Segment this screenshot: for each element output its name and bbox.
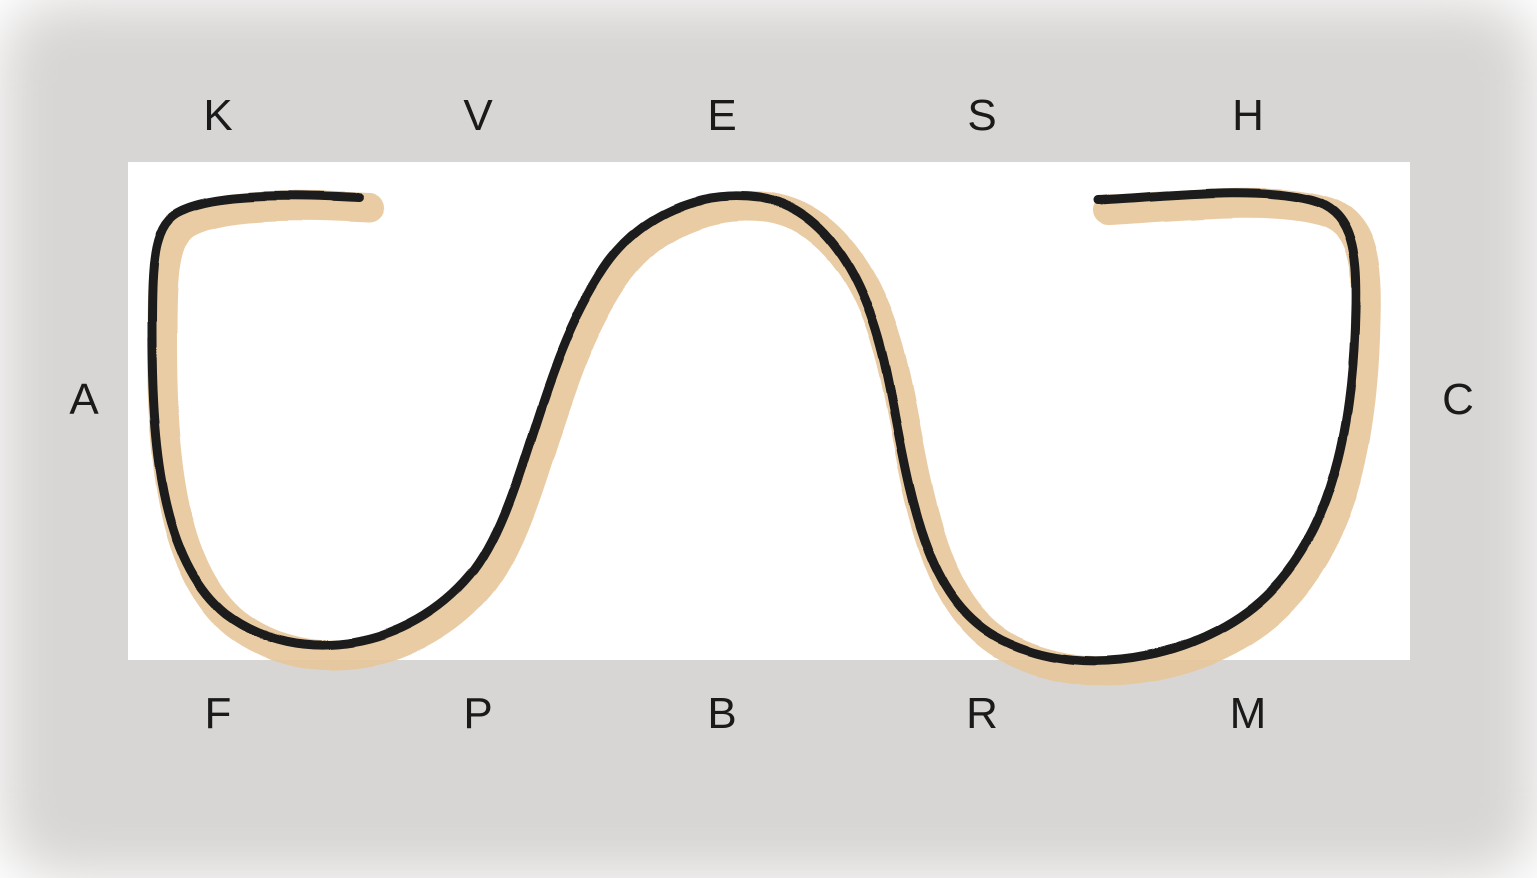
label-K: K — [203, 91, 232, 141]
label-V: V — [463, 91, 492, 141]
diagram-stage: K V E S H F P B R M A C — [0, 0, 1537, 878]
label-R: R — [966, 689, 998, 739]
label-S: S — [967, 91, 996, 141]
label-C: C — [1442, 375, 1474, 425]
label-B: B — [707, 689, 736, 739]
label-P: P — [463, 689, 492, 739]
label-H: H — [1232, 91, 1264, 141]
label-A: A — [69, 375, 98, 425]
label-M: M — [1230, 689, 1267, 739]
label-E: E — [707, 91, 736, 141]
label-F: F — [205, 689, 232, 739]
